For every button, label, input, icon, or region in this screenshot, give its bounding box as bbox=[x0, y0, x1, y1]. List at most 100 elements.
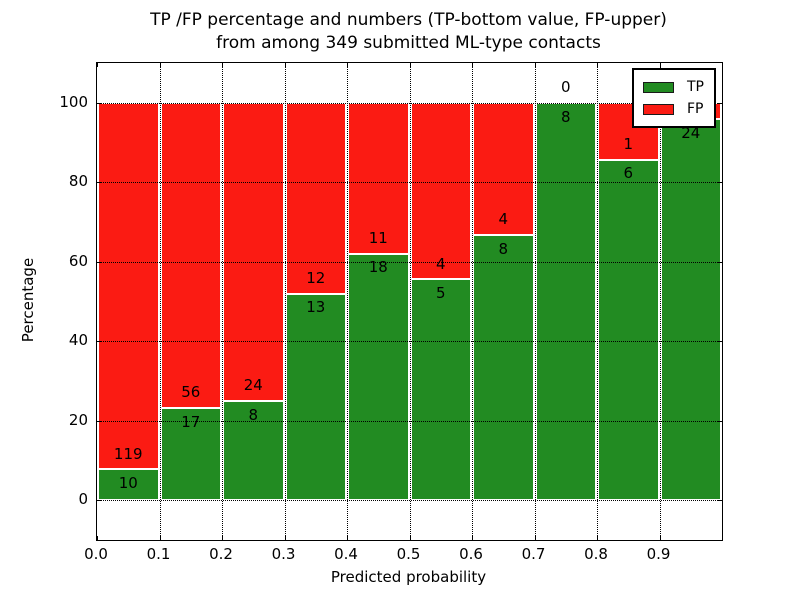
x-tick-mark bbox=[347, 536, 348, 540]
horizontal-gridline bbox=[97, 102, 722, 104]
x-tick-mark bbox=[97, 536, 98, 540]
vertical-gridline bbox=[472, 63, 473, 540]
y-tick-mark bbox=[718, 500, 722, 502]
bar-label-fp: 4 bbox=[498, 210, 509, 229]
x-tick-mark bbox=[659, 536, 661, 540]
x-tick-label: 0.2 bbox=[209, 545, 233, 563]
x-tick-mark bbox=[222, 536, 223, 540]
bar-label-tp: 8 bbox=[498, 240, 509, 259]
chart-title-line1: TP /FP percentage and numbers (TP-bottom… bbox=[150, 10, 667, 30]
bar-label-tp: 8 bbox=[560, 107, 571, 126]
bar-label-fp: 11 bbox=[368, 228, 388, 247]
bar-segment-tp bbox=[473, 235, 534, 501]
bar-label-fp: 119 bbox=[113, 444, 143, 463]
vertical-gridline bbox=[597, 63, 598, 540]
horizontal-gridline bbox=[97, 261, 722, 263]
vertical-gridline bbox=[284, 63, 286, 540]
bar-label-fp: 1 bbox=[623, 134, 634, 153]
x-tick-label: 0.7 bbox=[521, 545, 546, 563]
chart-title: TP /FP percentage and numbers (TP-bottom… bbox=[96, 9, 721, 55]
x-tick-mark bbox=[222, 63, 223, 67]
bar-label-tp: 13 bbox=[306, 298, 326, 317]
bar-label-fp: 12 bbox=[306, 268, 326, 287]
x-tick-mark bbox=[284, 536, 286, 540]
y-tick-mark bbox=[97, 182, 101, 184]
bar-label-tp: 8 bbox=[248, 405, 259, 424]
y-tick-mark bbox=[97, 341, 101, 343]
x-tick-label: 0.3 bbox=[271, 545, 296, 563]
tick-marks-layer bbox=[97, 63, 722, 540]
plot-area: 1191056172481213111845480816124 TP FP bbox=[96, 62, 723, 541]
y-tick-label: 20 bbox=[68, 410, 88, 429]
y-tick-mark bbox=[718, 102, 722, 104]
horizontal-gridline bbox=[97, 500, 722, 502]
tp-legend-swatch bbox=[643, 81, 674, 93]
x-tick-mark bbox=[597, 536, 598, 540]
bar-segment-tp bbox=[410, 279, 471, 501]
vertical-gridline bbox=[659, 63, 661, 540]
y-axis-label: Percentage bbox=[19, 257, 37, 343]
bar-label-tp: 18 bbox=[368, 258, 388, 277]
vertical-gridline bbox=[347, 63, 348, 540]
bar-segment-fp bbox=[98, 102, 159, 470]
bar-segment-fp bbox=[410, 102, 471, 280]
x-tick-mark bbox=[97, 63, 98, 67]
x-tick-mark bbox=[159, 63, 161, 67]
bar-label-tp: 6 bbox=[623, 164, 634, 183]
x-tick-mark bbox=[284, 63, 286, 67]
y-tick-mark bbox=[718, 182, 722, 184]
x-tick-label: 0.5 bbox=[396, 545, 421, 563]
legend: TP FP bbox=[632, 68, 716, 128]
horizontal-gridline bbox=[97, 420, 722, 422]
y-tick-mark bbox=[718, 341, 722, 343]
bar-segment-fp bbox=[285, 102, 346, 294]
bar-segment-tp bbox=[223, 400, 284, 501]
x-axis-label: Predicted probability bbox=[330, 568, 487, 586]
vertical-gridline bbox=[222, 63, 223, 540]
x-tick-label: 0.9 bbox=[646, 545, 671, 563]
chart-title-line2: from among 349 submitted ML-type contact… bbox=[216, 33, 601, 53]
x-tick-label: 0.8 bbox=[584, 545, 608, 563]
tp-legend-label: TP bbox=[687, 79, 704, 95]
vertical-gridline bbox=[409, 63, 411, 540]
bar-label-tp: 10 bbox=[118, 474, 138, 493]
x-tick-mark bbox=[472, 536, 473, 540]
bar-segment-fp bbox=[223, 102, 284, 401]
bar-segment-tp bbox=[348, 253, 409, 501]
x-tick-mark bbox=[159, 536, 161, 540]
grid-layer bbox=[97, 63, 722, 540]
y-tick-label: 60 bbox=[68, 251, 88, 270]
bar-segment-tp bbox=[598, 159, 659, 501]
y-tick-label: 100 bbox=[59, 92, 88, 111]
x-tick-mark bbox=[472, 63, 473, 67]
bar-label-tp: 17 bbox=[181, 412, 201, 431]
bar-label-fp: 4 bbox=[435, 254, 446, 273]
y-tick-mark bbox=[97, 420, 101, 422]
y-tick-label: 0 bbox=[78, 490, 88, 509]
x-tick-mark bbox=[409, 63, 411, 67]
y-tick-label: 80 bbox=[68, 172, 88, 191]
bar-segment-tp bbox=[535, 102, 596, 501]
x-tick-mark bbox=[409, 536, 411, 540]
x-tick-mark bbox=[597, 63, 598, 67]
legend-entry-fp: FP bbox=[643, 98, 704, 120]
y-tick-mark bbox=[718, 420, 722, 422]
bar-segment-tp bbox=[285, 293, 346, 501]
bar-label-tp: 24 bbox=[681, 123, 701, 142]
bar-label-fp: 56 bbox=[181, 382, 201, 401]
bar-segment-fp bbox=[473, 102, 534, 236]
y-tick-mark bbox=[97, 500, 101, 502]
x-tick-mark bbox=[534, 536, 536, 540]
y-tick-mark bbox=[97, 102, 101, 104]
vertical-gridline bbox=[159, 63, 161, 540]
y-tick-mark bbox=[97, 261, 101, 263]
bar-segment-tp bbox=[98, 469, 159, 501]
bar-segment-tp bbox=[160, 407, 221, 501]
bar-segment-tp bbox=[660, 118, 721, 501]
bar-segment-fp bbox=[160, 102, 221, 408]
bar-label-tp: 5 bbox=[435, 284, 446, 303]
horizontal-gridline bbox=[97, 182, 722, 184]
x-tick-label: 0.1 bbox=[146, 545, 171, 563]
x-tick-mark bbox=[659, 63, 661, 67]
